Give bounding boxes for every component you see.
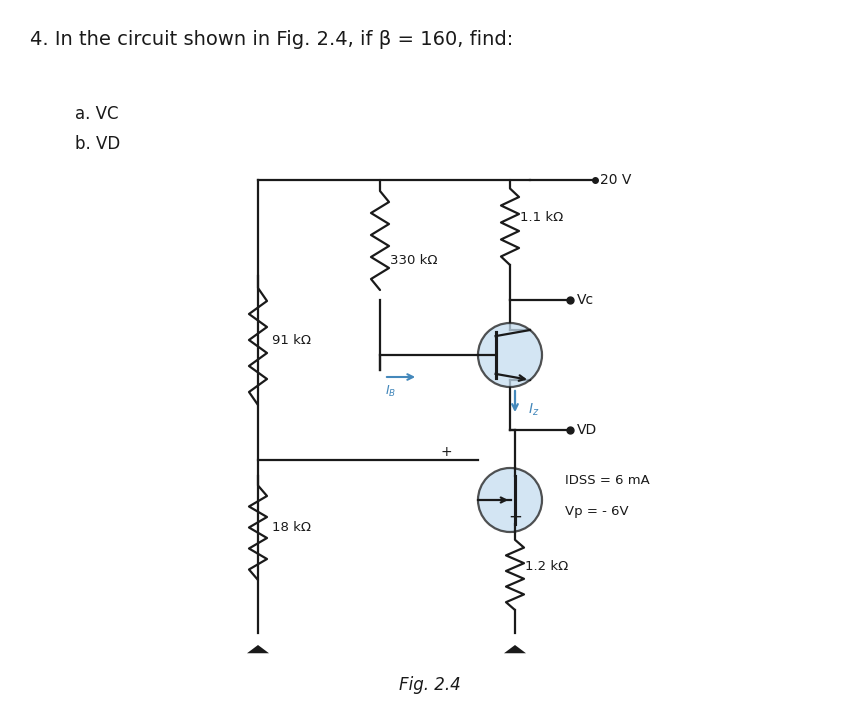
Circle shape: [478, 468, 542, 532]
Text: 4. In the circuit shown in Fig. 2.4, if β = 160, find:: 4. In the circuit shown in Fig. 2.4, if …: [30, 30, 513, 49]
Text: Vp = - 6V: Vp = - 6V: [565, 505, 629, 518]
Text: a. VC: a. VC: [75, 105, 119, 123]
Text: 1.1 kΩ: 1.1 kΩ: [520, 211, 563, 224]
Text: 18 kΩ: 18 kΩ: [272, 521, 311, 534]
Text: 1.2 kΩ: 1.2 kΩ: [525, 560, 568, 573]
Text: b. VD: b. VD: [75, 135, 121, 153]
Polygon shape: [504, 645, 526, 653]
Text: Fig. 2.4: Fig. 2.4: [400, 676, 461, 694]
Circle shape: [478, 323, 542, 387]
Text: −: −: [508, 508, 522, 526]
Text: VD: VD: [577, 423, 598, 437]
Text: +: +: [440, 445, 452, 459]
Text: $\mathit{I_z}$: $\mathit{I_z}$: [528, 402, 539, 418]
Text: IDSS = 6 mA: IDSS = 6 mA: [565, 473, 650, 486]
Polygon shape: [247, 645, 269, 653]
Text: 330 kΩ: 330 kΩ: [390, 254, 437, 267]
Text: 20 V: 20 V: [600, 173, 631, 187]
Text: 91 kΩ: 91 kΩ: [272, 334, 311, 347]
Text: Vc: Vc: [577, 293, 594, 307]
Text: $\mathit{I_B}$: $\mathit{I_B}$: [385, 384, 396, 399]
